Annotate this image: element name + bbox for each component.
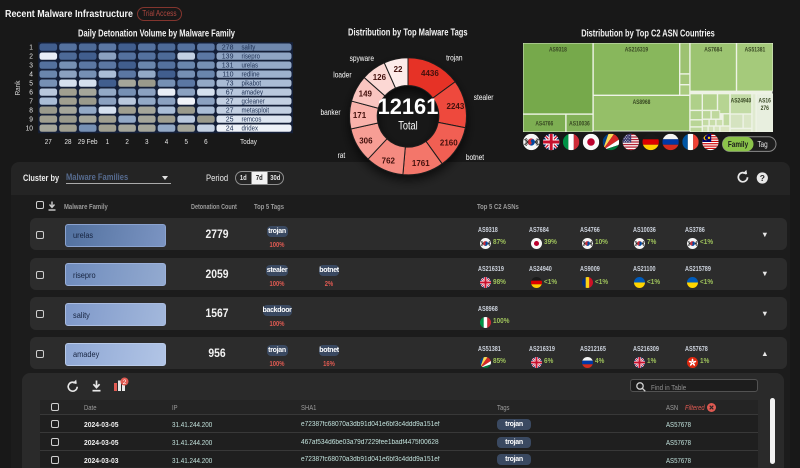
svg-text:AS51381: AS51381 bbox=[745, 47, 766, 54]
svg-text:10: 10 bbox=[26, 125, 34, 132]
svg-text:Distribution by Top Malware Ta: Distribution by Top Malware Tags bbox=[348, 26, 468, 37]
svg-text:2: 2 bbox=[125, 139, 129, 146]
svg-text:amadey: amadey bbox=[242, 89, 264, 97]
svg-text:Tag: Tag bbox=[757, 139, 767, 149]
svg-text:Rank: Rank bbox=[15, 80, 23, 95]
svg-text:27: 27 bbox=[226, 96, 234, 105]
svg-text:botnet: botnet bbox=[466, 152, 484, 162]
svg-text:1: 1 bbox=[29, 44, 33, 51]
svg-text:pikabot: pikabot bbox=[242, 80, 262, 88]
svg-text:2243: 2243 bbox=[447, 102, 465, 111]
svg-text:AS4766: AS4766 bbox=[535, 121, 554, 128]
svg-text:sality: sality bbox=[242, 44, 256, 52]
svg-text:4436: 4436 bbox=[421, 69, 439, 78]
svg-text:Distribution by Top C2 ASN Cou: Distribution by Top C2 ASN Countries bbox=[581, 27, 715, 39]
svg-text:?: ? bbox=[760, 173, 765, 183]
svg-text:2: 2 bbox=[123, 379, 127, 386]
svg-text:5: 5 bbox=[29, 80, 33, 87]
svg-text:metasploit: metasploit bbox=[242, 107, 270, 115]
svg-text:22: 22 bbox=[394, 65, 403, 74]
svg-text:AS10036: AS10036 bbox=[569, 121, 590, 128]
svg-text:8: 8 bbox=[29, 107, 33, 114]
svg-text:remcos: remcos bbox=[242, 116, 262, 124]
svg-text:24: 24 bbox=[226, 123, 234, 132]
svg-text:27: 27 bbox=[45, 139, 52, 146]
svg-text:27: 27 bbox=[226, 105, 234, 114]
svg-text:28: 28 bbox=[65, 139, 72, 146]
svg-text:2160: 2160 bbox=[440, 138, 458, 147]
svg-text:6: 6 bbox=[29, 89, 33, 96]
svg-text:banker: banker bbox=[320, 107, 340, 117]
svg-text:278: 278 bbox=[222, 42, 234, 51]
svg-text:139: 139 bbox=[222, 51, 234, 60]
svg-text:redline: redline bbox=[242, 71, 260, 79]
svg-text:urelas: urelas bbox=[242, 62, 259, 70]
svg-text:AS8968: AS8968 bbox=[633, 100, 652, 107]
svg-text:149: 149 bbox=[359, 89, 373, 98]
svg-text:29 Feb: 29 Feb bbox=[78, 139, 98, 146]
svg-text:9: 9 bbox=[29, 116, 33, 123]
svg-text:trojan: trojan bbox=[446, 53, 462, 63]
svg-text:Family: Family bbox=[728, 139, 748, 149]
svg-text:loader: loader bbox=[333, 70, 352, 80]
svg-text:3: 3 bbox=[145, 139, 149, 146]
svg-text:25: 25 bbox=[226, 114, 234, 123]
svg-text:5: 5 bbox=[184, 139, 188, 146]
svg-text:gcleaner: gcleaner bbox=[242, 98, 266, 106]
svg-text:276: 276 bbox=[761, 105, 770, 112]
svg-text:12161: 12161 bbox=[378, 94, 439, 119]
svg-text:risepro: risepro bbox=[242, 53, 261, 61]
svg-text:110: 110 bbox=[222, 69, 233, 78]
svg-text:AS16: AS16 bbox=[759, 98, 772, 105]
svg-text:171: 171 bbox=[353, 111, 367, 120]
svg-text:4: 4 bbox=[165, 139, 169, 146]
svg-text:7: 7 bbox=[29, 98, 33, 105]
svg-text:Total: Total bbox=[398, 121, 417, 133]
svg-text:131: 131 bbox=[222, 60, 234, 69]
svg-text:AS216319: AS216319 bbox=[625, 47, 649, 54]
svg-text:stealer: stealer bbox=[474, 92, 494, 102]
svg-text:306: 306 bbox=[359, 136, 373, 145]
svg-text:Today: Today bbox=[240, 139, 257, 146]
svg-text:2: 2 bbox=[29, 53, 33, 60]
svg-text:Daily Detonation Volume by Mal: Daily Detonation Volume by Malware Famil… bbox=[78, 27, 236, 38]
svg-text:AS7684: AS7684 bbox=[704, 47, 723, 54]
svg-text:AS24940: AS24940 bbox=[731, 98, 752, 105]
svg-text:3: 3 bbox=[29, 62, 33, 69]
svg-text:126: 126 bbox=[373, 73, 387, 82]
svg-text:73: 73 bbox=[226, 78, 234, 87]
svg-text:spyware: spyware bbox=[350, 53, 374, 63]
svg-text:4: 4 bbox=[29, 71, 33, 78]
svg-text:6: 6 bbox=[204, 139, 208, 146]
svg-text:AS9318: AS9318 bbox=[549, 47, 568, 54]
svg-text:67: 67 bbox=[226, 87, 234, 96]
svg-text:1: 1 bbox=[106, 139, 110, 146]
svg-text:rat: rat bbox=[338, 150, 346, 160]
svg-text:dridex: dridex bbox=[242, 125, 259, 133]
